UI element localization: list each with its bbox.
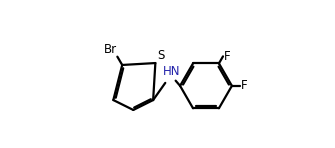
Text: F: F <box>241 79 247 92</box>
Text: HN: HN <box>163 65 181 78</box>
Text: F: F <box>224 50 230 63</box>
Text: Br: Br <box>104 43 117 56</box>
Text: S: S <box>157 49 164 62</box>
